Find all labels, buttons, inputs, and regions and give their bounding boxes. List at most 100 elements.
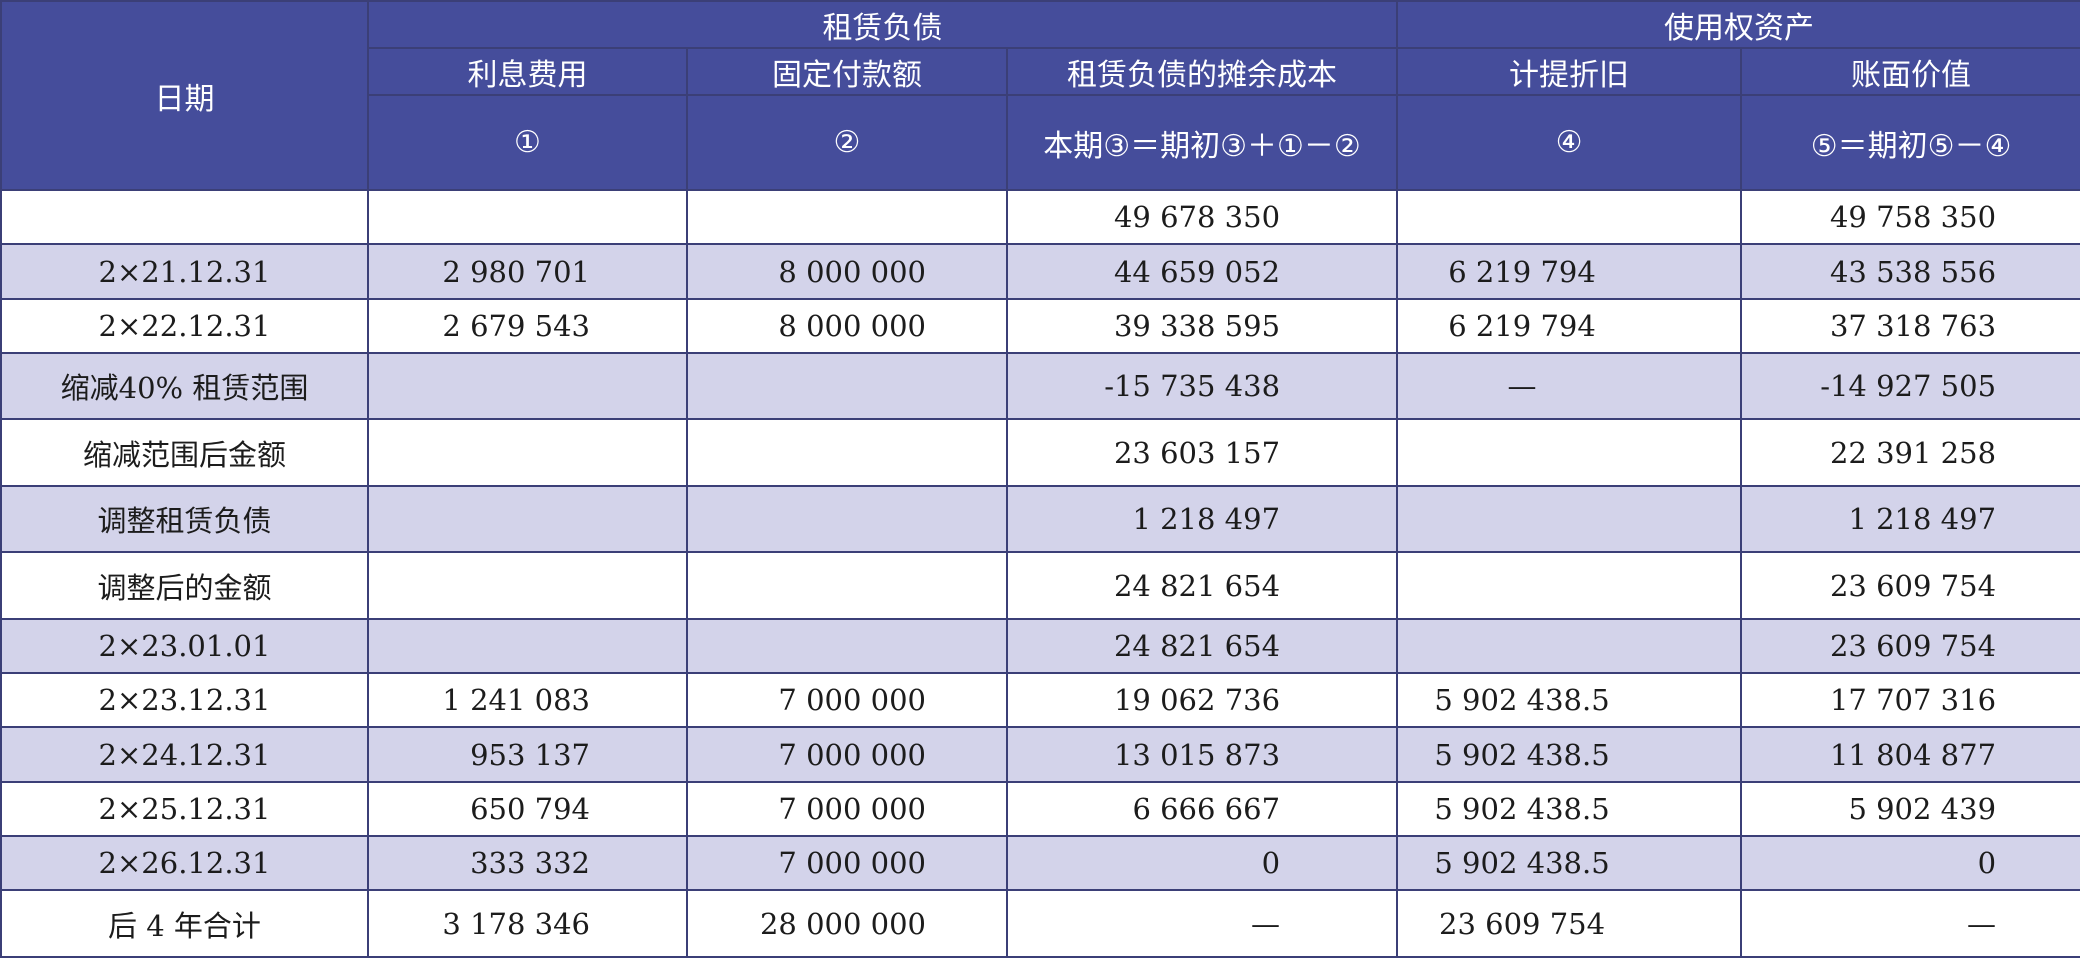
cell-amortized: 0 (1005, 835, 1399, 892)
cell-interest (367, 188, 688, 246)
formula-amortized-cost: 本期③＝期初③＋①－② (1005, 94, 1399, 191)
cell-depreciation (1396, 617, 1743, 675)
cell-date: 2×26.12.31 (0, 835, 369, 892)
cell-book-value: 22 391 258 (1740, 418, 2080, 487)
cell-amortized: — (1005, 889, 1399, 958)
cell-depreciation: 5 902 438.5 (1396, 672, 1743, 729)
cell-depreciation: 6 219 794 (1396, 297, 1743, 355)
formula-fixed-payment: ② (686, 94, 1008, 191)
cell-depreciation (1396, 551, 1743, 620)
cell-date: 缩减40% 租赁范围 (0, 352, 369, 421)
cell-payment: 28 000 000 (686, 889, 1008, 958)
cell-book-value: 17 707 316 (1740, 672, 2080, 729)
cell-book-value: 49 758 350 (1740, 188, 2080, 246)
cell-book-value: — (1740, 889, 2080, 958)
header-row-formulas: ① ② 本期③＝期初③＋①－② ④ ⑤＝期初⑤－④ (1, 94, 2080, 191)
cell-payment (686, 617, 1008, 675)
header-row-columns: 利息费用 固定付款额 租赁负债的摊余成本 计提折旧 账面价值 (1, 47, 2080, 96)
cell-interest: 3 178 346 (367, 889, 688, 958)
cell-book-value: 0 (1740, 835, 2080, 892)
table-row: 2×22.12.31 2 679 543 8 000 000 39 338 59… (0, 297, 2080, 355)
table-row: 缩减范围后金额 23 603 157 22 391 258 (0, 418, 2080, 487)
cell-depreciation: — (1396, 352, 1743, 421)
formula-book-value: ⑤＝期初⑤－④ (1740, 94, 2080, 191)
cell-date: 2×24.12.31 (0, 726, 369, 783)
cell-depreciation (1396, 188, 1743, 246)
cell-interest: 2 679 543 (367, 297, 688, 355)
cell-depreciation: 5 902 438.5 (1396, 780, 1743, 838)
table-row: 2×25.12.31 650 794 7 000 000 6 666 667 5… (0, 780, 2080, 838)
cell-amortized: 23 603 157 (1005, 418, 1399, 487)
table-row: 2×26.12.31 333 332 7 000 000 0 5 902 438… (0, 835, 2080, 892)
cell-book-value: 23 609 754 (1740, 551, 2080, 620)
cell-interest: 650 794 (367, 780, 688, 838)
cell-payment (686, 352, 1008, 421)
cell-payment: 7 000 000 (686, 835, 1008, 892)
cell-date: 2×25.12.31 (0, 780, 369, 838)
cell-date: 2×21.12.31 (0, 243, 369, 300)
cell-interest (367, 418, 688, 487)
header-group-lease-liability: 租赁负债 (366, 0, 1399, 49)
table-row: 调整租赁负债 1 218 497 1 218 497 (0, 484, 2080, 554)
table-row: 2×24.12.31 953 137 7 000 000 13 015 873 … (0, 726, 2080, 783)
cell-amortized: 39 338 595 (1005, 297, 1399, 355)
cell-payment (686, 188, 1008, 246)
cell-date: 2×22.12.31 (0, 297, 369, 355)
cell-payment: 7 000 000 (686, 780, 1008, 838)
header-depreciation: 计提折旧 (1396, 47, 1743, 96)
cell-interest: 1 241 083 (367, 672, 688, 729)
cell-book-value: 37 318 763 (1740, 297, 2080, 355)
table-row: 调整后的金额 24 821 654 23 609 754 (0, 551, 2080, 620)
cell-book-value: 43 538 556 (1740, 243, 2080, 300)
header-group-rou-asset: 使用权资产 (1396, 0, 2080, 49)
cell-date: 缩减范围后金额 (0, 418, 369, 487)
cell-amortized: 6 666 667 (1005, 780, 1399, 838)
formula-depreciation: ④ (1396, 94, 1743, 191)
cell-interest (367, 617, 688, 675)
cell-payment: 7 000 000 (686, 726, 1008, 783)
cell-interest (367, 484, 688, 554)
header-fixed-payment: 固定付款额 (686, 47, 1008, 96)
cell-payment: 8 000 000 (686, 243, 1008, 300)
table-row: 2×23.01.01 24 821 654 23 609 754 (0, 617, 2080, 675)
table-row: 2×23.12.31 1 241 083 7 000 000 19 062 73… (0, 672, 2080, 729)
cell-payment: 7 000 000 (686, 672, 1008, 729)
cell-date: 2×23.12.31 (0, 672, 369, 729)
cell-depreciation: 23 609 754 (1396, 889, 1743, 958)
cell-amortized: 19 062 736 (1005, 672, 1399, 729)
table-row: 缩减40% 租赁范围 -15 735 438 — -14 927 505 (0, 352, 2080, 421)
cell-amortized: 24 821 654 (1005, 617, 1399, 675)
cell-depreciation (1396, 418, 1743, 487)
cell-book-value: 11 804 877 (1740, 726, 2080, 783)
formula-interest: ① (367, 94, 688, 191)
cell-date: 调整后的金额 (0, 551, 369, 620)
table-row-total: 后 4 年合计 3 178 346 28 000 000 — 23 609 75… (0, 889, 2080, 958)
cell-depreciation: 5 902 438.5 (1396, 726, 1743, 783)
cell-date (0, 188, 369, 246)
header-interest: 利息费用 (367, 47, 688, 96)
cell-interest (367, 551, 688, 620)
cell-amortized: 49 678 350 (1005, 188, 1399, 246)
cell-book-value: 1 218 497 (1740, 484, 2080, 554)
header-date: 日期 (0, 0, 369, 191)
table-row: 2×21.12.31 2 980 701 8 000 000 44 659 05… (0, 243, 2080, 300)
cell-payment: 8 000 000 (686, 297, 1008, 355)
cell-payment (686, 418, 1008, 487)
cell-book-value: 5 902 439 (1740, 780, 2080, 838)
header-row-group: 日期 租赁负债 使用权资产 (0, 0, 2080, 191)
cell-amortized: 13 015 873 (1005, 726, 1399, 783)
cell-amortized: 24 821 654 (1005, 551, 1399, 620)
cell-depreciation: 6 219 794 (1396, 243, 1743, 300)
cell-interest: 333 332 (367, 835, 688, 892)
header-amortized-cost: 租赁负债的摊余成本 (1005, 47, 1399, 96)
cell-date: 调整租赁负债 (0, 484, 369, 554)
cell-amortized: 1 218 497 (1005, 484, 1399, 554)
cell-interest (367, 352, 688, 421)
cell-interest: 953 137 (367, 726, 688, 783)
cell-book-value: -14 927 505 (1740, 352, 2080, 421)
cell-payment (686, 551, 1008, 620)
cell-date: 后 4 年合计 (0, 889, 369, 958)
cell-date: 2×23.01.01 (0, 617, 369, 675)
cell-book-value: 23 609 754 (1740, 617, 2080, 675)
